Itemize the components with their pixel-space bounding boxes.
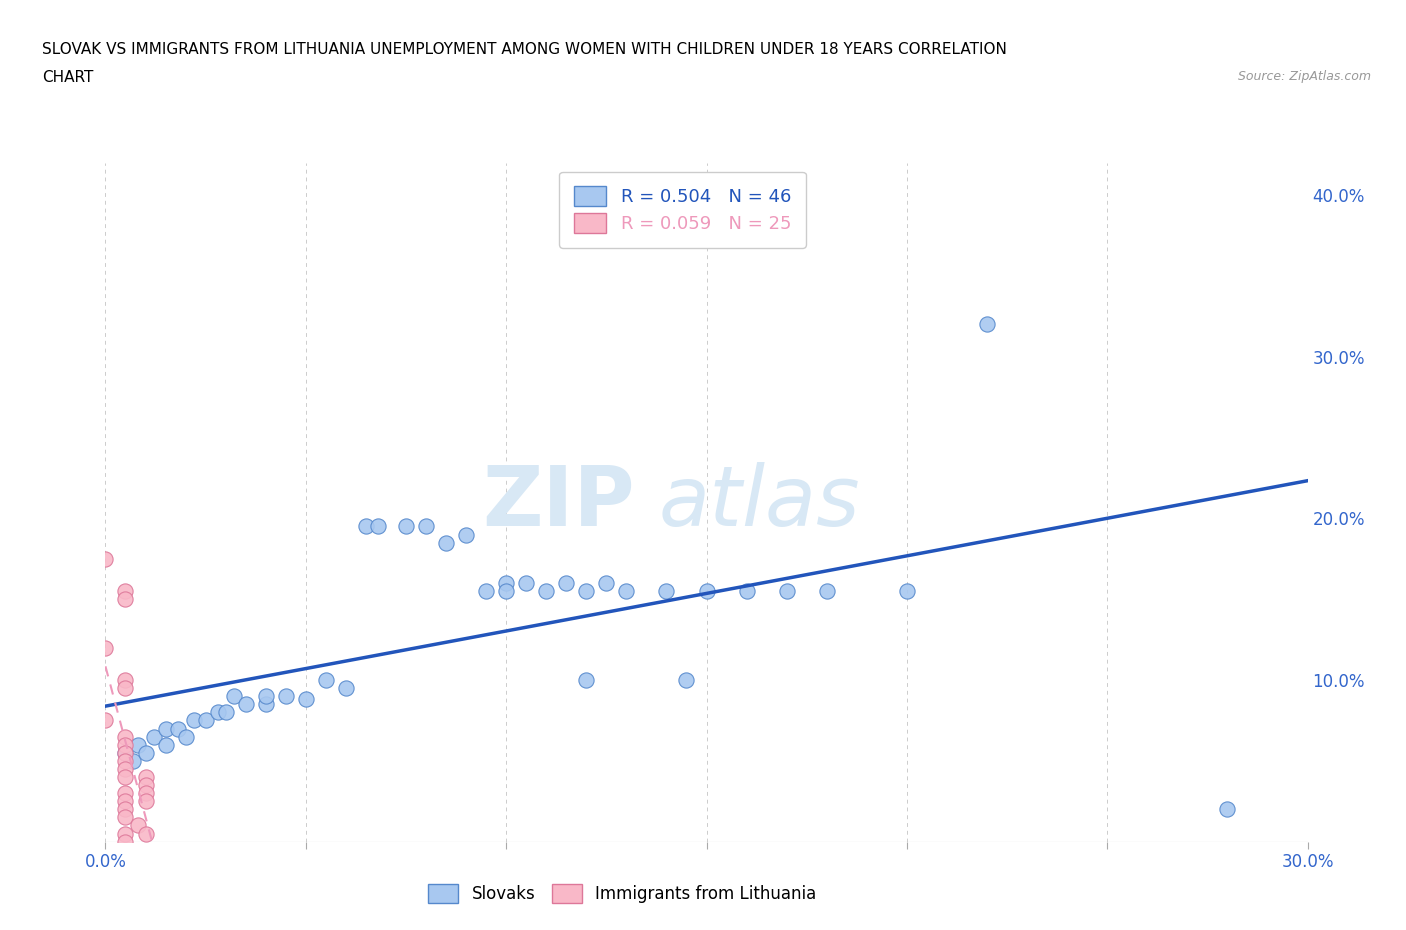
Point bbox=[1216, 802, 1239, 817]
Point bbox=[114, 769, 136, 784]
Point bbox=[495, 584, 517, 599]
Point bbox=[114, 786, 136, 801]
Point bbox=[127, 737, 149, 752]
Point bbox=[214, 705, 236, 720]
Point bbox=[114, 810, 136, 825]
Point bbox=[114, 834, 136, 849]
Point bbox=[114, 681, 136, 696]
Text: atlas: atlas bbox=[658, 461, 860, 543]
Point bbox=[135, 769, 157, 784]
Point bbox=[295, 692, 318, 707]
Point bbox=[114, 826, 136, 841]
Point bbox=[114, 584, 136, 599]
Point bbox=[235, 697, 257, 711]
Point bbox=[595, 576, 617, 591]
Point bbox=[114, 745, 136, 760]
Point bbox=[114, 737, 136, 752]
Point bbox=[495, 576, 517, 591]
Point bbox=[114, 729, 136, 744]
Text: ZIP: ZIP bbox=[482, 461, 634, 543]
Point bbox=[183, 713, 205, 728]
Point bbox=[315, 672, 337, 687]
Point bbox=[135, 786, 157, 801]
Point bbox=[127, 818, 149, 833]
Point bbox=[274, 689, 297, 704]
Point bbox=[976, 317, 998, 332]
Point bbox=[114, 794, 136, 809]
Point bbox=[555, 576, 578, 591]
Point bbox=[122, 753, 145, 768]
Text: SLOVAK VS IMMIGRANTS FROM LITHUANIA UNEMPLOYMENT AMONG WOMEN WITH CHILDREN UNDER: SLOVAK VS IMMIGRANTS FROM LITHUANIA UNEM… bbox=[42, 42, 1007, 57]
Point bbox=[655, 584, 678, 599]
Point bbox=[166, 721, 188, 736]
Point bbox=[815, 584, 838, 599]
Point bbox=[415, 519, 437, 534]
Point bbox=[254, 689, 277, 704]
Point bbox=[114, 762, 136, 777]
Point bbox=[94, 551, 117, 566]
Point bbox=[194, 713, 217, 728]
Point bbox=[155, 721, 177, 736]
Point bbox=[776, 584, 799, 599]
Point bbox=[475, 584, 498, 599]
Point bbox=[434, 535, 457, 550]
Point bbox=[135, 826, 157, 841]
Point bbox=[135, 777, 157, 792]
Point bbox=[114, 591, 136, 606]
Point bbox=[534, 584, 557, 599]
Point bbox=[575, 584, 598, 599]
Point bbox=[155, 737, 177, 752]
Point bbox=[335, 681, 357, 696]
Point bbox=[675, 672, 697, 687]
Point bbox=[174, 729, 197, 744]
Text: Source: ZipAtlas.com: Source: ZipAtlas.com bbox=[1237, 70, 1371, 83]
Point bbox=[395, 519, 418, 534]
Point bbox=[616, 584, 638, 599]
Point bbox=[135, 745, 157, 760]
Point bbox=[515, 576, 537, 591]
Point bbox=[142, 729, 165, 744]
Point bbox=[896, 584, 918, 599]
Point bbox=[696, 584, 718, 599]
Text: CHART: CHART bbox=[42, 70, 94, 85]
Point bbox=[222, 689, 245, 704]
Point bbox=[735, 584, 758, 599]
Point bbox=[367, 519, 389, 534]
Point bbox=[207, 705, 229, 720]
Point bbox=[254, 697, 277, 711]
Point bbox=[114, 672, 136, 687]
Point bbox=[94, 640, 117, 655]
Point bbox=[135, 794, 157, 809]
Point bbox=[114, 745, 136, 760]
Point bbox=[94, 713, 117, 728]
Legend: Slovaks, Immigrants from Lithuania: Slovaks, Immigrants from Lithuania bbox=[420, 876, 825, 911]
Point bbox=[575, 672, 598, 687]
Point bbox=[114, 802, 136, 817]
Point bbox=[114, 753, 136, 768]
Point bbox=[354, 519, 377, 534]
Point bbox=[454, 527, 477, 542]
